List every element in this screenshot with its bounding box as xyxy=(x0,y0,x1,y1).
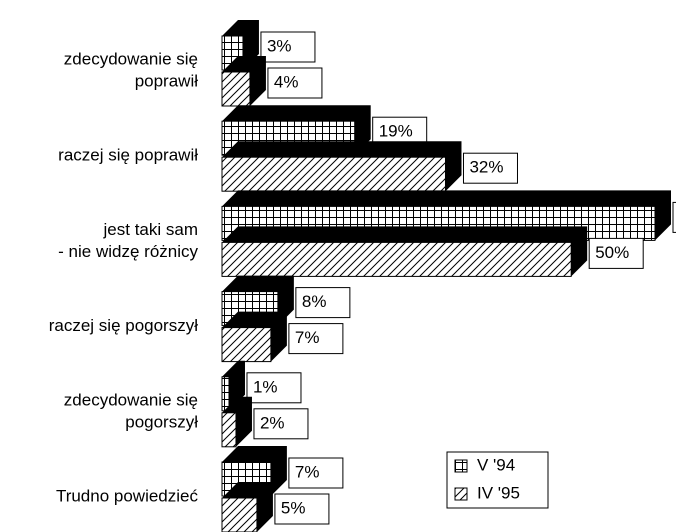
category-label: Trudno powiedzieć xyxy=(56,486,199,505)
category-label: zdecydowanie się xyxy=(64,390,198,409)
bar-shadow xyxy=(222,226,588,277)
bar-shadow xyxy=(222,105,371,156)
value-label-box xyxy=(246,372,302,404)
value-label: 1% xyxy=(253,377,278,396)
value-label-box xyxy=(288,323,344,355)
value-label: 7% xyxy=(295,328,320,347)
bar xyxy=(221,156,446,192)
bar xyxy=(221,497,258,532)
category-label: raczej się pogorszył xyxy=(49,316,199,335)
value-label-box xyxy=(588,237,644,269)
legend-label: IV '95 xyxy=(477,483,520,502)
value-label-box xyxy=(462,152,518,184)
category-label: - nie widzę różnicy xyxy=(58,242,198,261)
legend-label: V '94 xyxy=(477,455,515,474)
value-label-box xyxy=(672,201,676,233)
bar-shadow xyxy=(222,482,273,532)
bar xyxy=(221,412,237,448)
value-label: 50% xyxy=(595,243,629,262)
bar xyxy=(221,71,251,107)
bar xyxy=(221,241,572,277)
bar xyxy=(221,327,272,363)
value-label: 3% xyxy=(267,36,292,55)
legend-swatch xyxy=(454,459,468,473)
category-label: poprawił xyxy=(135,71,199,90)
value-label: 5% xyxy=(281,498,306,517)
value-label-box xyxy=(253,408,309,440)
value-label-box xyxy=(295,287,351,319)
value-label: 4% xyxy=(274,72,299,91)
bar-shadow xyxy=(222,141,462,192)
bar-shadow xyxy=(222,396,252,447)
category-label: raczej się poprawił xyxy=(58,146,198,165)
category-label: jest taki sam xyxy=(103,220,198,239)
category-label: pogorszył xyxy=(125,412,198,431)
legend-swatch xyxy=(454,487,468,501)
bar-shadow xyxy=(222,446,287,496)
bar-shadow xyxy=(222,56,266,106)
bar-shadow xyxy=(222,190,671,241)
value-label: 8% xyxy=(302,292,327,311)
value-label: 19% xyxy=(379,122,413,141)
bar-shadow xyxy=(222,311,287,362)
bar xyxy=(221,376,230,412)
value-label-box xyxy=(288,457,344,489)
value-label: 2% xyxy=(260,413,285,432)
bar-shadow xyxy=(222,275,294,326)
category-label: zdecydowanie się xyxy=(64,49,198,68)
value-label-box xyxy=(260,31,316,63)
value-label: 7% xyxy=(295,462,320,481)
value-label-box xyxy=(267,67,323,99)
value-label-box xyxy=(274,493,330,525)
value-label: 32% xyxy=(469,158,503,177)
